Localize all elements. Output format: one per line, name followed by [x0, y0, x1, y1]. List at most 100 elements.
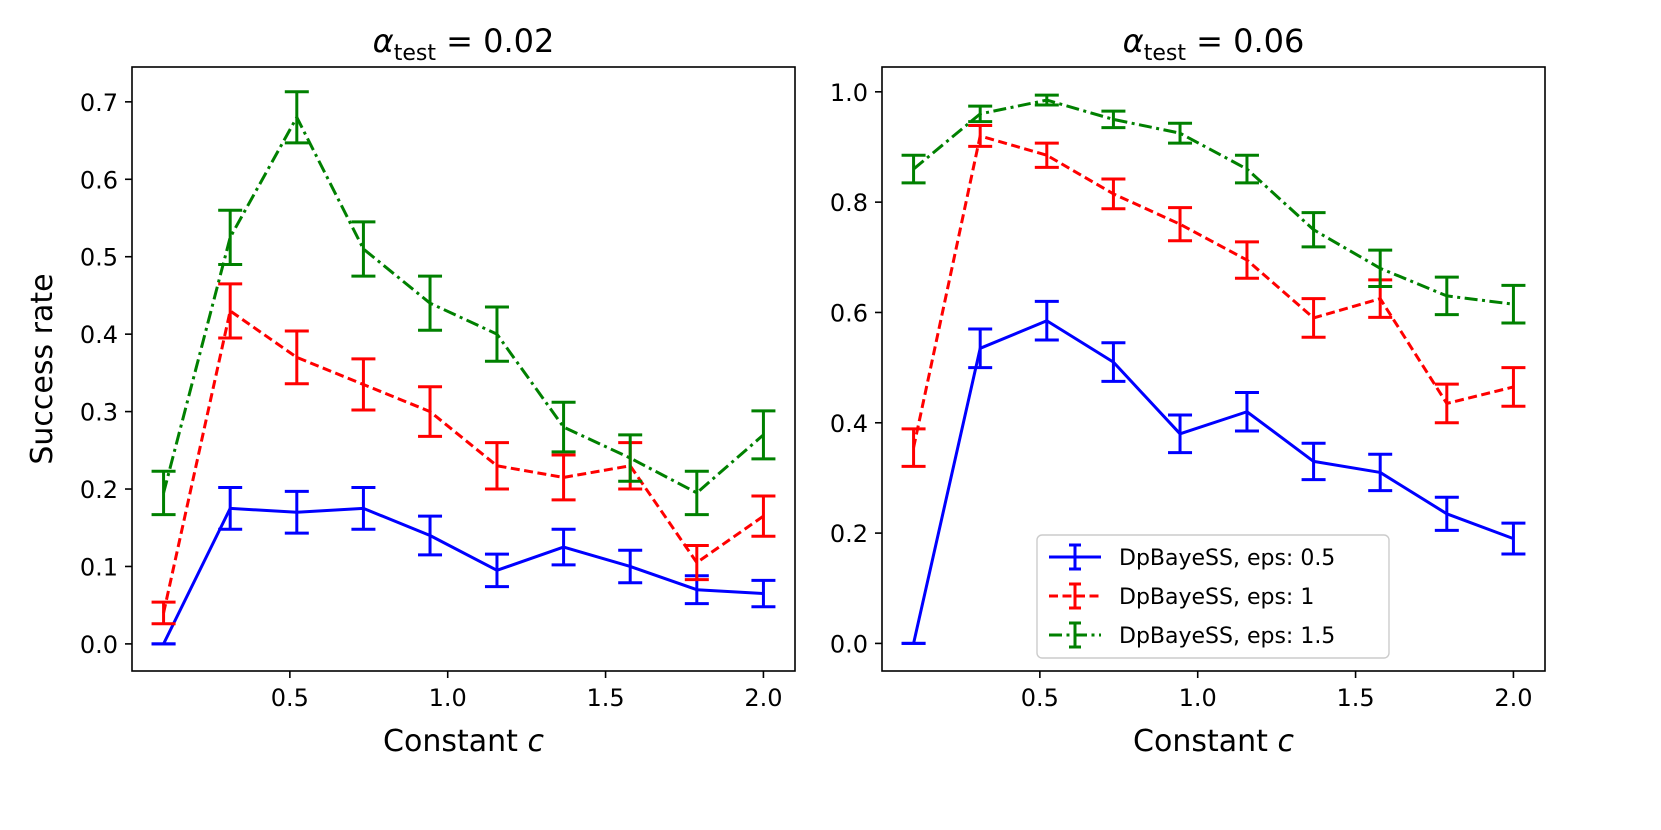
- y-tick-label: 0.0: [830, 630, 868, 658]
- error-bar: [284, 90, 309, 145]
- error-bar: [751, 494, 776, 538]
- y-tick-label: 0.6: [80, 166, 118, 194]
- error-bar: [1234, 390, 1259, 433]
- error-bar: [151, 600, 176, 626]
- error-bar: [1234, 240, 1259, 280]
- right-panel: 0.5 1.0 1.5 2.0 0.0 0.2 0.4 0.6 0.8 1.0 αtest = 0.…: [830, 22, 1546, 759]
- error-bar: [351, 357, 376, 412]
- legend: DpBayeSS, eps: 0.5 DpBayeSS, eps: 1 DpBaye…: [1036, 534, 1390, 659]
- legend-label: DpBayeSS, eps: 1: [1119, 585, 1314, 610]
- series-2: [151, 90, 776, 517]
- x-axis-label: Constant c: [383, 724, 544, 759]
- error-bar: [1301, 441, 1326, 482]
- error-bar: [351, 485, 376, 531]
- error-bar: [1501, 283, 1526, 325]
- error-bar: [684, 469, 709, 517]
- chart-title: αtest = 0.06: [1123, 22, 1305, 66]
- title-value: = 0.02: [436, 22, 554, 60]
- title-subscript: test: [394, 41, 437, 66]
- error-bar: [1168, 413, 1193, 455]
- legend-label: DpBayeSS, eps: 0.5: [1119, 546, 1335, 571]
- x-tick-label: 2.0: [1494, 684, 1532, 712]
- y-tick-label: 0.8: [830, 189, 868, 217]
- error-bar: [1101, 341, 1126, 383]
- left-panel: 0.5 1.0 1.5 2.0 0.0 0.1 0.2 0.3 0.4 0.5 0.6 0.7 αtes…: [25, 22, 796, 759]
- error-bar: [1101, 109, 1126, 130]
- error-bar: [618, 433, 643, 483]
- x-tick-label: 1.5: [1336, 684, 1374, 712]
- x-axis-label-text: Constant: [383, 724, 527, 759]
- plot-area: [131, 66, 796, 672]
- title-value: = 0.06: [1186, 22, 1304, 60]
- legend-label: DpBayeSS, eps: 1.5: [1119, 624, 1335, 649]
- y-axis-label: Success rate: [25, 273, 60, 464]
- error-bar: [1434, 382, 1459, 425]
- y-tick-label: 0.1: [80, 553, 118, 581]
- legend-item: DpBayeSS, eps: 1.5: [1049, 621, 1335, 649]
- error-bar: [284, 489, 309, 535]
- title-alpha: α: [1123, 22, 1144, 60]
- y-tick-label: 1.0: [830, 79, 868, 107]
- error-bar: [218, 282, 243, 340]
- y-tick-label: 0.6: [830, 299, 868, 327]
- error-bar: [218, 208, 243, 266]
- series-0: [151, 485, 776, 646]
- y-tick-label: 0.3: [80, 399, 118, 427]
- error-bar: [751, 578, 776, 609]
- y-tick-label: 0.0: [80, 631, 118, 659]
- error-bar: [351, 220, 376, 278]
- error-bar: [684, 544, 709, 582]
- error-bar: [1368, 248, 1393, 289]
- series-line: [162, 309, 765, 614]
- error-bar: [1501, 366, 1526, 408]
- error-bar: [551, 453, 576, 502]
- error-bar: [1034, 93, 1059, 107]
- legend-item: DpBayeSS, eps: 0.5: [1049, 543, 1335, 571]
- error-bar: [551, 400, 576, 454]
- error-bar: [618, 548, 643, 585]
- error-bar: [1501, 521, 1526, 556]
- error-bar: [901, 427, 926, 468]
- error-bar: [418, 514, 443, 557]
- x-tick-label: 1.0: [1179, 684, 1217, 712]
- error-bar: [484, 305, 509, 363]
- legend-frame: [1036, 534, 1390, 659]
- error-bar: [1434, 275, 1459, 317]
- series-1: [901, 123, 1526, 468]
- x-axis-label-variable: c: [1277, 724, 1294, 759]
- series-0: [901, 299, 1526, 645]
- error-bar: [284, 329, 309, 386]
- x-tick-label: 2.0: [744, 684, 782, 712]
- error-bar: [151, 469, 176, 517]
- series-line: [162, 506, 764, 645]
- error-bar: [484, 441, 509, 491]
- chart-title: αtest = 0.02: [373, 22, 555, 66]
- series-line: [162, 115, 765, 495]
- error-bar: [1368, 452, 1393, 493]
- error-bar: [418, 274, 443, 332]
- series-line: [912, 98, 1514, 306]
- error-bar: [1034, 299, 1059, 342]
- y-tick-label: 0.2: [80, 476, 118, 504]
- error-bar: [751, 409, 776, 461]
- x-tick-label: 1.5: [586, 684, 624, 712]
- error-bar: [218, 485, 243, 531]
- error-bar: [1034, 141, 1059, 169]
- error-bar: [1301, 297, 1326, 339]
- series-line: [912, 134, 1514, 448]
- error-bar: [1168, 206, 1193, 243]
- x-axis-label-variable: c: [527, 724, 544, 759]
- y-tick-label: 0.7: [80, 89, 118, 117]
- error-bar: [968, 327, 993, 370]
- error-bar: [968, 104, 993, 124]
- y-tick-label: 0.4: [80, 321, 118, 349]
- error-bar: [551, 527, 576, 567]
- error-bar: [1234, 153, 1259, 185]
- error-bar: [968, 123, 993, 148]
- error-bar: [1434, 495, 1459, 532]
- error-bar: [901, 153, 926, 185]
- error-bar: [1101, 177, 1126, 211]
- x-axis-label-text: Constant: [1133, 724, 1277, 759]
